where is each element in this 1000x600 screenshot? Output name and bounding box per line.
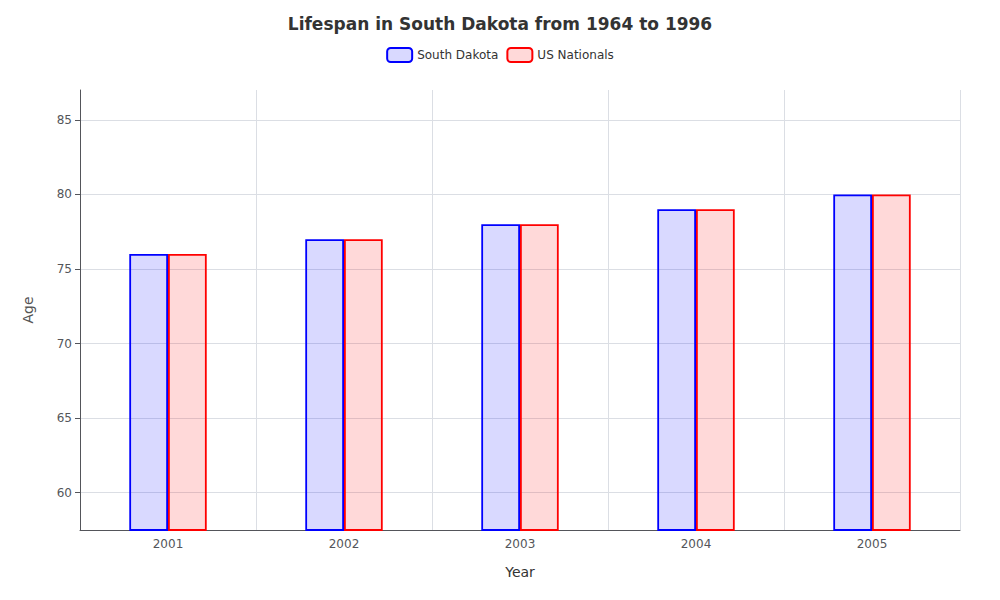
svg-text:2003: 2003 [505, 537, 536, 551]
svg-text:South Dakota: South Dakota [417, 48, 498, 62]
svg-text:65: 65 [57, 411, 72, 425]
svg-text:Age: Age [20, 296, 36, 323]
svg-text:80: 80 [57, 187, 72, 201]
svg-text:75: 75 [57, 262, 72, 276]
svg-text:2002: 2002 [329, 537, 360, 551]
svg-text:70: 70 [57, 337, 72, 351]
svg-text:2005: 2005 [857, 537, 888, 551]
svg-text:85: 85 [57, 113, 72, 127]
svg-text:Year: Year [504, 564, 535, 580]
svg-text:2001: 2001 [153, 537, 184, 551]
svg-text:60: 60 [57, 486, 72, 500]
svg-text:US Nationals: US Nationals [537, 48, 613, 62]
svg-text:Lifespan in South Dakota from: Lifespan in South Dakota from 1964 to 19… [288, 14, 712, 34]
svg-text:2004: 2004 [681, 537, 712, 551]
